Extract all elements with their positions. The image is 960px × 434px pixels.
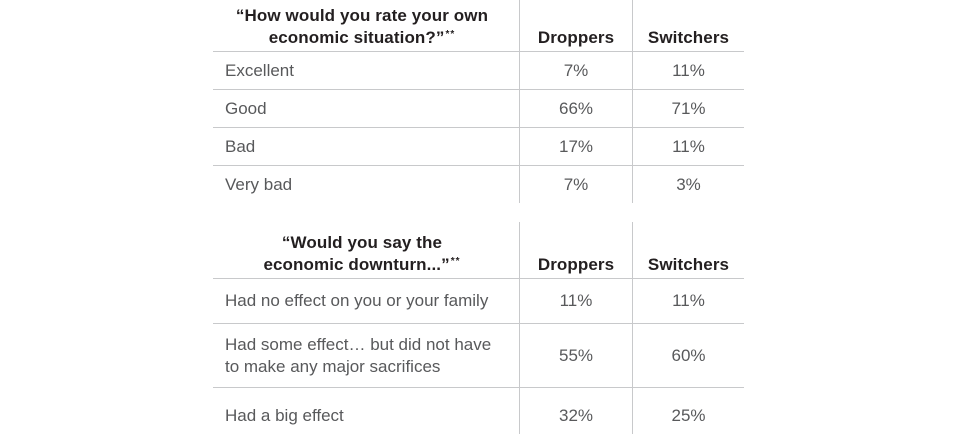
- droppers-value: 7%: [519, 52, 632, 89]
- table-row: Bad 17% 11%: [213, 127, 744, 165]
- table-row: Very bad 7% 3%: [213, 165, 744, 203]
- column-header-droppers: Droppers: [519, 222, 632, 278]
- droppers-value: 11%: [519, 279, 632, 323]
- row-label: Very bad: [225, 174, 293, 194]
- row-label: Good: [225, 98, 267, 118]
- switchers-value: 71%: [632, 90, 744, 127]
- row-label: Had a big effect: [225, 405, 344, 425]
- table-row: Had a big effect 32% 25%: [213, 387, 744, 434]
- table-economic-downturn: “Would you say the economic downturn...”…: [213, 222, 744, 434]
- table-row: Had some effect… but did not have to mak…: [213, 323, 744, 387]
- table-header-row: “How would you rate your own economic si…: [213, 0, 744, 51]
- switchers-value: 11%: [632, 52, 744, 89]
- table-title-line1: “How would you rate your own: [235, 6, 489, 25]
- switchers-value: 3%: [632, 166, 744, 203]
- column-header-droppers: Droppers: [519, 0, 632, 51]
- footnote-marker: **: [450, 256, 461, 267]
- table-title-line2: economic downturn...”**: [263, 255, 461, 274]
- row-label: Had no effect on you or your family: [225, 291, 489, 310]
- table-row: Excellent 7% 11%: [213, 51, 744, 89]
- row-label: Excellent: [225, 60, 294, 80]
- droppers-value: 66%: [519, 90, 632, 127]
- switchers-value: 11%: [632, 128, 744, 165]
- switchers-value: 25%: [632, 388, 744, 434]
- droppers-value: 32%: [519, 388, 632, 434]
- table-title: “How would you rate your own economic si…: [213, 6, 519, 51]
- table-row: Had no effect on you or your family 11% …: [213, 278, 744, 323]
- droppers-value: 17%: [519, 128, 632, 165]
- row-label: Bad: [225, 136, 256, 156]
- switchers-value: 60%: [632, 324, 744, 387]
- table-row: Good 66% 71%: [213, 89, 744, 127]
- switchers-value: 11%: [632, 279, 744, 323]
- table-economic-situation: “How would you rate your own economic si…: [213, 0, 744, 203]
- table-title: “Would you say the economic downturn...”…: [213, 233, 519, 278]
- column-header-switchers: Switchers: [632, 222, 744, 278]
- footnote-marker: **: [445, 29, 456, 40]
- row-label: Had some effect… but did not have to mak…: [225, 334, 492, 376]
- droppers-value: 55%: [519, 324, 632, 387]
- table-title-line2: economic situation?”**: [268, 28, 456, 47]
- droppers-value: 7%: [519, 166, 632, 203]
- column-header-switchers: Switchers: [632, 0, 744, 51]
- table-title-line1: “Would you say the: [281, 233, 443, 252]
- table-header-row: “Would you say the economic downturn...”…: [213, 222, 744, 278]
